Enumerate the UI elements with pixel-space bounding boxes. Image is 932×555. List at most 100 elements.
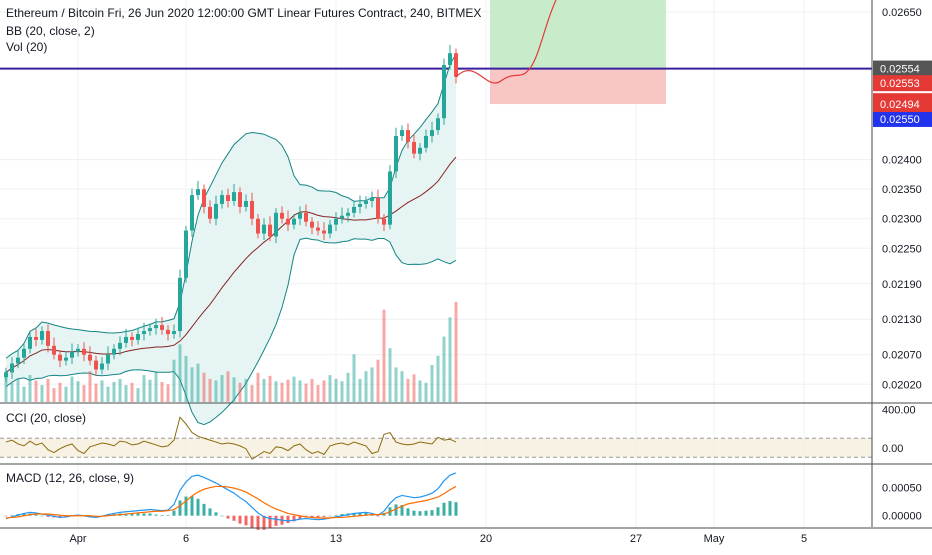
candle-body bbox=[256, 218, 260, 234]
price-tag-current bbox=[873, 60, 932, 77]
volume-bar bbox=[136, 388, 140, 402]
volume-bar bbox=[106, 386, 110, 402]
candle-body bbox=[262, 224, 266, 234]
volume-bar bbox=[142, 375, 146, 402]
candle-body bbox=[34, 336, 38, 340]
candle-body bbox=[16, 357, 20, 364]
volume-bar bbox=[376, 359, 380, 402]
volume-bar bbox=[16, 378, 20, 402]
macd-histogram-bar bbox=[10, 515, 14, 516]
macd-histogram-bar bbox=[376, 515, 380, 517]
bb-legend: BB (20, close, 2) bbox=[6, 24, 95, 38]
candle-body bbox=[442, 65, 446, 119]
volume-bar bbox=[124, 385, 128, 402]
cci-tick-label: 0.00 bbox=[882, 443, 903, 455]
price-tag-p3 bbox=[873, 96, 932, 113]
volume-bar bbox=[130, 382, 134, 402]
macd-histogram-bar bbox=[364, 512, 368, 516]
volume-bars bbox=[4, 302, 458, 402]
candle-body bbox=[298, 212, 302, 219]
candle-body bbox=[238, 192, 242, 207]
volume-bar bbox=[46, 378, 50, 402]
macd-histogram-bar bbox=[154, 514, 158, 516]
candle-body bbox=[454, 53, 458, 77]
volume-bar bbox=[10, 382, 14, 402]
candle-body bbox=[340, 215, 344, 219]
volume-bar bbox=[160, 382, 164, 402]
time-tick-label: 27 bbox=[630, 533, 642, 545]
macd-histogram-bar bbox=[400, 505, 404, 516]
macd-histogram-bar bbox=[352, 512, 356, 516]
volume-bar bbox=[442, 336, 446, 402]
candle-body bbox=[400, 130, 404, 136]
candle-body bbox=[292, 218, 296, 225]
cci-pane bbox=[0, 416, 872, 460]
macd-histogram-bar bbox=[232, 515, 236, 521]
macd-histogram-bar bbox=[142, 513, 146, 516]
price-tick-label: 0.02400 bbox=[882, 155, 922, 167]
macd-legend: MACD (12, 26, close, 9) bbox=[6, 471, 135, 485]
macd-histogram-bar bbox=[178, 500, 182, 516]
candle-body bbox=[94, 360, 98, 370]
price-tag-text-p1: 0.02553 bbox=[880, 78, 920, 90]
candle-body bbox=[10, 363, 14, 373]
price-tag-text-p2: 0.02550 bbox=[880, 114, 920, 126]
candle-body bbox=[202, 189, 206, 207]
vol-legend: Vol (20) bbox=[6, 40, 48, 54]
candle-body bbox=[322, 230, 326, 234]
time-tick-label: 5 bbox=[801, 533, 807, 545]
macd-histogram-bar bbox=[196, 498, 200, 516]
position-zones bbox=[0, 0, 872, 105]
candle-body bbox=[244, 201, 248, 207]
projection-line bbox=[455, 0, 557, 84]
volume-bar bbox=[370, 367, 374, 402]
macd-histogram-bar bbox=[244, 515, 248, 526]
candle-body bbox=[112, 348, 116, 355]
price-tick-label: 0.02350 bbox=[882, 184, 922, 196]
volume-bar bbox=[94, 383, 98, 402]
candle-body bbox=[334, 218, 338, 225]
macd-histogram-bar bbox=[316, 515, 320, 518]
candle-body bbox=[166, 329, 170, 335]
candle-body bbox=[430, 130, 434, 136]
macd-histogram-bar bbox=[226, 515, 230, 519]
candle-body bbox=[226, 195, 230, 201]
volume-bar bbox=[148, 379, 152, 402]
volume-bar bbox=[178, 344, 182, 402]
volume-bar bbox=[382, 309, 386, 402]
volume-bar bbox=[346, 372, 350, 402]
candle-body bbox=[370, 198, 374, 201]
volume-bar bbox=[400, 371, 404, 402]
price-tick-label: 0.02070 bbox=[882, 350, 922, 362]
macd-histogram-bar bbox=[184, 496, 188, 516]
candle-body bbox=[214, 203, 218, 219]
volume-bar bbox=[40, 385, 44, 402]
macd-pane bbox=[4, 472, 458, 530]
volume-bar bbox=[184, 355, 188, 402]
volume-bar bbox=[202, 372, 206, 402]
candle-body bbox=[136, 334, 140, 340]
volume-bar bbox=[262, 378, 266, 402]
candle-body bbox=[4, 372, 8, 378]
volume-bar bbox=[214, 380, 218, 402]
candle-body bbox=[40, 331, 44, 340]
macd-histogram-bar bbox=[250, 515, 254, 528]
candle-body bbox=[286, 218, 290, 225]
volume-bar bbox=[232, 377, 236, 402]
macd-histogram-bar bbox=[328, 515, 332, 517]
price-tag-p2 bbox=[873, 110, 932, 127]
candle-body bbox=[316, 227, 320, 231]
macd-histogram-bar bbox=[148, 513, 152, 516]
candle-body bbox=[172, 331, 176, 335]
candle-body bbox=[82, 348, 86, 355]
price-tick-label: 0.02300 bbox=[882, 214, 922, 226]
volume-bar bbox=[430, 365, 434, 402]
volume-bar bbox=[226, 371, 230, 402]
volume-bar bbox=[406, 378, 410, 402]
macd-histogram-bar bbox=[166, 515, 170, 516]
volume-bar bbox=[388, 348, 392, 402]
volume-bar bbox=[448, 317, 452, 402]
candle-body bbox=[64, 357, 68, 361]
